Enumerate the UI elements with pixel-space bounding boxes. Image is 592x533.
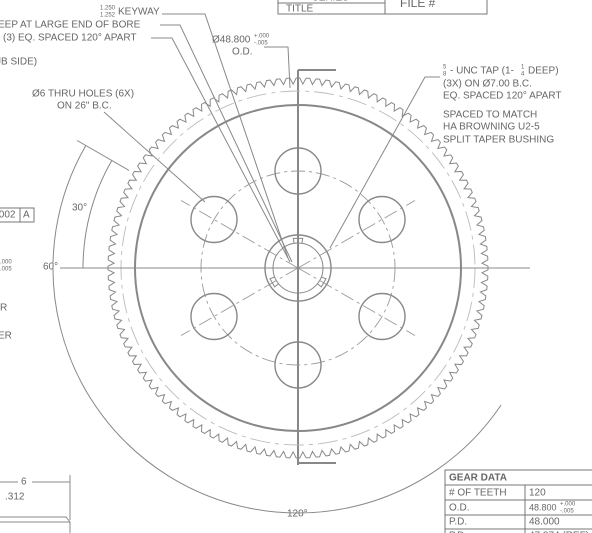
tol-upper: .000 (0, 260, 12, 266)
angle-label: 120° (287, 509, 308, 520)
keyway-label: KEYWAY (118, 7, 160, 18)
title-block: SERIES TITLE FILE # (277, 0, 488, 15)
cell: # OF TEETH (449, 488, 507, 499)
tap-text: EQ. SPACED 120° APART (443, 91, 562, 102)
holes-text: ON 26" B.C. (57, 101, 112, 112)
tap-text: DEEP) (528, 66, 559, 77)
cell: 120 (529, 488, 546, 499)
dim-label: 6 (21, 477, 27, 488)
center-line (180, 200, 299, 269)
center-line (297, 200, 416, 269)
cell: P.D. (449, 517, 467, 528)
ext-line (76, 140, 130, 171)
tol-lower: 1.252 (100, 13, 116, 19)
cell: O.D. (449, 503, 470, 514)
thru-hole (274, 147, 322, 195)
frame-datum: A (23, 210, 30, 221)
tol-lower: -.005 (560, 509, 574, 515)
note-line: JB SIDE) (0, 57, 37, 68)
left-text: R (0, 303, 7, 314)
frac-num: 1 (521, 65, 525, 71)
cell: 47.874 (REF) (529, 531, 589, 533)
od-label: O.D. (232, 47, 253, 58)
file-label: FILE # (400, 0, 436, 10)
tol-lower: -.005 (254, 41, 268, 47)
thru-hole (358, 292, 406, 341)
title-label: TITLE (286, 4, 314, 15)
frac-den: 4 (521, 72, 525, 78)
dim-arc (52, 145, 502, 514)
od-diameter: Ø48.800 (212, 35, 251, 46)
frac-num: 5 (443, 65, 447, 71)
tap-text: - UNC TAP (1- (450, 66, 514, 77)
dim-arc (82, 160, 113, 269)
series-label: SERIES (312, 0, 349, 4)
tol-upper: +.000 (254, 34, 270, 40)
note-line: EEP AT LARGE END OF BORE (0, 20, 141, 31)
thru-hole (274, 341, 322, 389)
thru-hole (358, 195, 406, 244)
left-text: ER (0, 331, 12, 342)
frame-value: .002 (0, 210, 16, 221)
gear (52, 77, 530, 514)
center-line (297, 267, 416, 336)
gear-data-table: GEAR DATA # OF TEETH 120 O.D. 48.800 +.0… (444, 469, 592, 533)
keyways (269, 237, 327, 288)
thru-hole (190, 195, 238, 244)
bushing-text: HA BROWNING U2-5 (443, 122, 540, 133)
tap-text: (3X) ON Ø7.00 B.C. (443, 79, 532, 90)
frac-den: 8 (443, 72, 447, 78)
tol-upper: 1.250 (100, 6, 116, 12)
angle-label: 60° (43, 262, 58, 273)
thru-hole (190, 292, 238, 341)
center-line (180, 267, 299, 336)
cell: 48.000 (529, 517, 560, 528)
bushing-text: SPACED TO MATCH (443, 110, 537, 121)
dim-label: .312 (5, 492, 25, 503)
holes-text: Ø6 THRU HOLES (6X) (32, 89, 134, 100)
gear-teeth (107, 77, 489, 459)
tol-upper: +.000 (560, 502, 576, 508)
tol-lower: .005 (0, 267, 12, 273)
bushing-text: SPLIT TAPER BUSHING (443, 135, 554, 146)
angle-label: 30° (72, 203, 87, 214)
cell: 48.800 (529, 502, 557, 512)
note-line: (3) EQ. SPACED 120° APART (3, 33, 137, 44)
table-title: GEAR DATA (449, 473, 507, 484)
cell: P.D. (449, 531, 467, 533)
